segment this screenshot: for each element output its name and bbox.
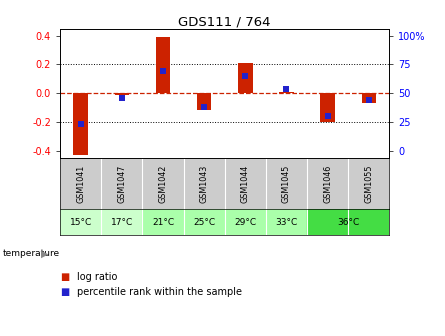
Point	[324, 114, 331, 119]
Text: ■: ■	[60, 287, 69, 297]
Text: ▶: ▶	[41, 249, 49, 259]
Text: GSM1047: GSM1047	[117, 164, 126, 203]
Text: 15°C: 15°C	[69, 218, 92, 227]
Bar	[225, 209, 266, 235]
Text: ■: ■	[60, 272, 69, 282]
Point	[365, 97, 372, 103]
Title: GDS111 / 764: GDS111 / 764	[178, 15, 271, 29]
Point	[118, 95, 125, 100]
Point	[201, 104, 208, 110]
Point	[77, 121, 84, 127]
Text: temperature: temperature	[2, 249, 59, 258]
Bar	[320, 93, 335, 122]
Text: log ratio: log ratio	[77, 272, 117, 282]
Text: GSM1055: GSM1055	[364, 164, 373, 203]
Bar	[115, 93, 129, 94]
Bar	[348, 209, 389, 235]
Bar	[307, 209, 348, 235]
Bar	[156, 37, 170, 93]
Point	[283, 86, 290, 91]
Text: GSM1044: GSM1044	[241, 164, 250, 203]
Text: 29°C: 29°C	[234, 218, 256, 227]
Bar	[101, 209, 142, 235]
Text: 25°C: 25°C	[193, 218, 215, 227]
Bar	[142, 209, 184, 235]
Text: 17°C: 17°C	[111, 218, 133, 227]
Bar	[184, 209, 225, 235]
Point	[159, 69, 166, 74]
Bar	[238, 63, 252, 93]
Point	[242, 73, 249, 79]
Text: GSM1041: GSM1041	[76, 164, 85, 203]
Text: percentile rank within the sample: percentile rank within the sample	[77, 287, 242, 297]
Text: GSM1042: GSM1042	[158, 164, 167, 203]
Bar	[197, 93, 211, 110]
Bar	[266, 209, 307, 235]
Text: GSM1046: GSM1046	[323, 164, 332, 203]
Text: GSM1043: GSM1043	[200, 164, 209, 203]
Bar	[362, 93, 376, 103]
Text: 33°C: 33°C	[275, 218, 298, 227]
Text: GSM1045: GSM1045	[282, 164, 291, 203]
Text: 21°C: 21°C	[152, 218, 174, 227]
Bar	[60, 209, 101, 235]
Bar	[73, 93, 88, 155]
Bar	[279, 92, 294, 93]
Text: 36°C: 36°C	[337, 218, 360, 227]
